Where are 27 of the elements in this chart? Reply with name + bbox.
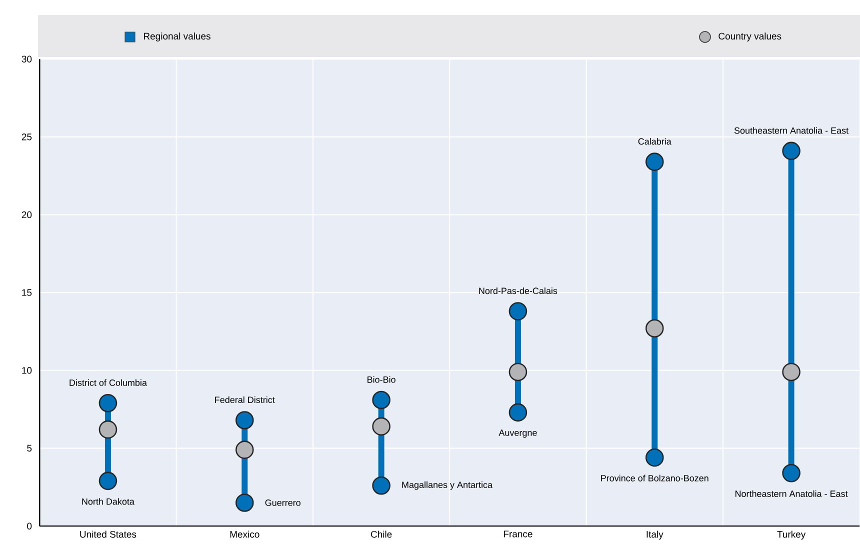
y-tick-label: 5: [27, 444, 32, 452]
annotation: Northeastern Anatolia - East: [736, 490, 848, 497]
annotation: Province of Bolzano-Bozen: [601, 474, 708, 482]
y-tick-label: 30: [22, 56, 32, 62]
annotation: Southeastern Anatolia - East: [734, 127, 848, 134]
x-tick-label: Chile: [370, 530, 392, 538]
annotation: Nord-Pas-de-Calais: [479, 287, 558, 294]
annotation: District of Columbia: [70, 379, 147, 386]
y-tick-label: 20: [22, 211, 32, 218]
legend-label: Regional values: [144, 32, 210, 42]
legend-label: Country values: [718, 32, 782, 42]
annotation: North Dakota: [82, 498, 134, 505]
y-tick-label: 25: [22, 134, 32, 140]
annotation: Guerrero: [265, 500, 300, 506]
y-tick-label: 10: [22, 367, 32, 374]
x-tick-label: France: [504, 530, 532, 538]
y-tick-label: 0: [27, 522, 32, 530]
annotation: Auvergne: [498, 430, 537, 438]
x-tick-label: United States: [80, 530, 136, 538]
annotation: Bio-Bio: [368, 376, 396, 383]
y-tick-label: 15: [22, 289, 32, 296]
annotation: Federal District: [215, 396, 275, 404]
x-tick-label: Italy: [646, 530, 664, 540]
x-tick-label: Mexico: [230, 530, 260, 538]
x-tick-label: Turkey: [777, 530, 806, 540]
annotation: Magallanes y Antartica: [402, 481, 493, 490]
annotation: Calabria: [638, 138, 672, 145]
